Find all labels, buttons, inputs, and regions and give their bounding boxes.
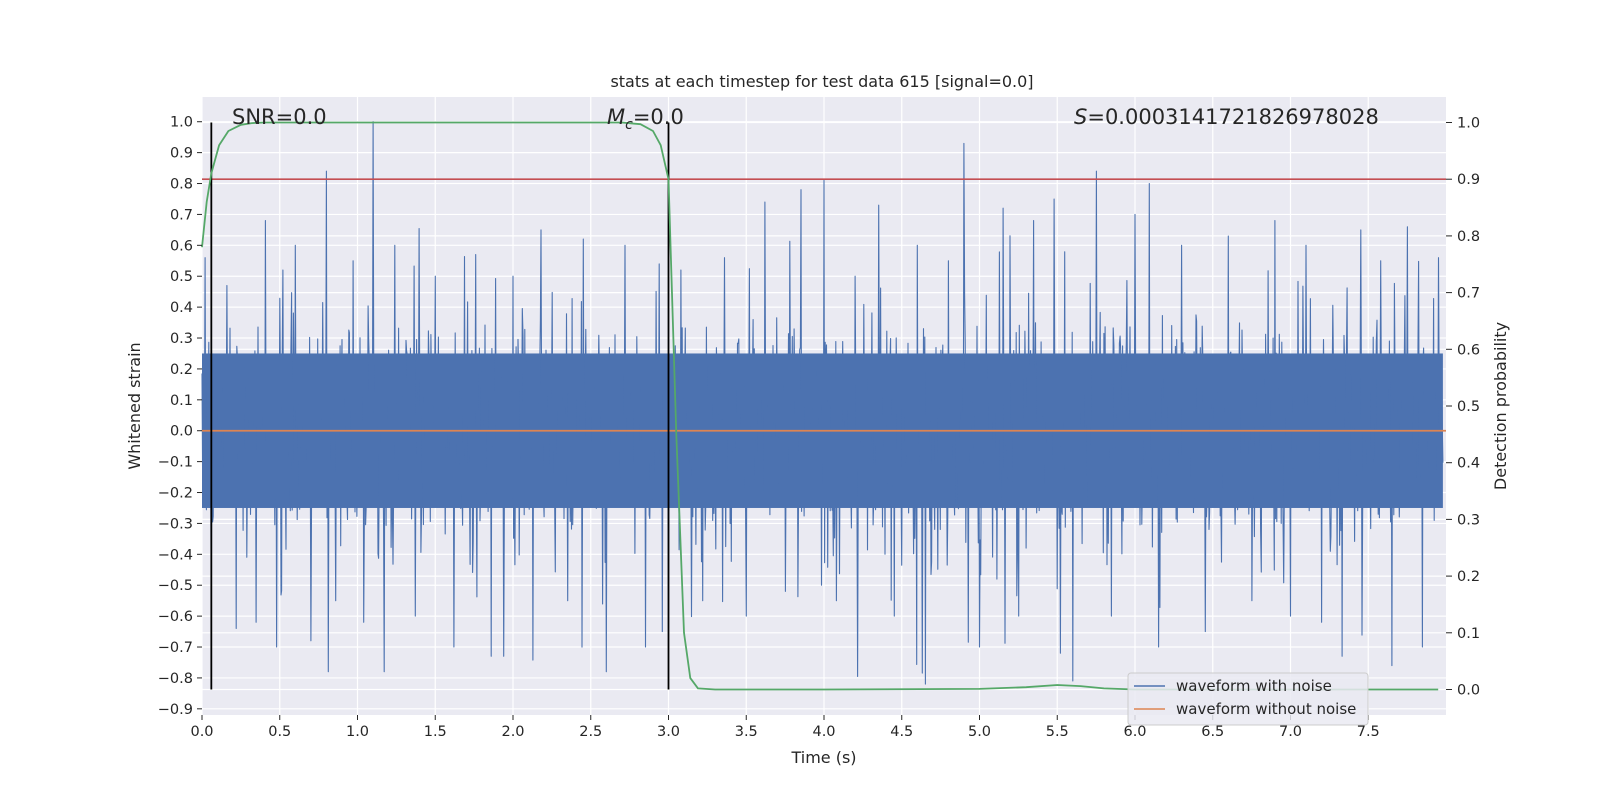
chart-title: stats at each timestep for test data 615…: [610, 72, 1033, 91]
y2-tick-label: 0.7: [1457, 286, 1480, 302]
y2-tick-label: 0.2: [1457, 569, 1480, 585]
detection-probability-line: [201, 121, 1439, 691]
chirp-mass-annotation: Mc=0.0: [607, 105, 684, 133]
y-tick-label: 0.3: [170, 331, 193, 347]
x-axis-ticks: 0.0 0.5 1.0 1.5 2.0 2.5 3.0 3.5 4.0 4.5 5.0 5.5 6.0 6…: [190, 715, 1380, 740]
y2-tick-label: 0.8: [1457, 229, 1480, 245]
x-tick-label: 3.0: [657, 724, 680, 740]
y-tick-label: −0.9: [158, 702, 193, 718]
x-tick-label: 1.5: [424, 724, 447, 740]
x-tick-label: 5.0: [968, 724, 991, 740]
y-tick-label: −0.7: [158, 640, 193, 656]
x-tick-label: 2.0: [501, 724, 524, 740]
y-tick-label: 0.4: [170, 300, 193, 316]
y-tick-label: −0.8: [158, 671, 193, 687]
x-tick-label: 1.0: [346, 724, 369, 740]
y2-tick-label: 0.1: [1457, 626, 1480, 642]
x-tick-label: 5.5: [1046, 724, 1069, 740]
annotations: SNR=0.0 Mc=0.0 S=0.0003141721826978028: [232, 105, 1379, 133]
vertical-markers: [210, 122, 670, 690]
y-tick-label: 0.7: [170, 207, 193, 223]
s-symbol: S: [1074, 105, 1087, 129]
legend: waveform with noise waveform without noi…: [1127, 672, 1369, 726]
x-tick-label: 7.0: [1279, 724, 1302, 740]
y-tick-label: 0.2: [170, 362, 193, 378]
chirp-mass-subscript: c: [625, 117, 633, 133]
y2-tick-label: 0.4: [1457, 456, 1480, 472]
chirp-mass-value: =0.0: [633, 105, 684, 129]
x-tick-label: 7.5: [1357, 724, 1380, 740]
y-tick-label: −0.3: [158, 516, 193, 532]
x-tick-label: 4.0: [812, 724, 835, 740]
y-tick-label: −0.6: [158, 609, 193, 625]
x-tick-label: 3.5: [735, 724, 758, 740]
y2-tick-label: 1.0: [1457, 116, 1480, 132]
x-tick-label: 0.5: [268, 724, 291, 740]
legend-label-waveform-with-noise: waveform with noise: [1176, 677, 1332, 695]
x-tick-label: 6.0: [1123, 724, 1146, 740]
x-tick-label: 6.5: [1201, 724, 1224, 740]
y2-axis-label: Detection probability: [1491, 322, 1510, 490]
y-tick-label: 0.1: [170, 393, 193, 409]
y-axis-label: Whitened strain: [125, 342, 144, 469]
y-tick-label: 0.8: [170, 177, 193, 193]
y-tick-label: −0.4: [158, 547, 193, 563]
y-tick-label: −0.2: [158, 486, 193, 502]
y-tick-label: 0.6: [170, 238, 193, 254]
legend-label-waveform-without-noise: waveform without noise: [1176, 700, 1356, 718]
plot-area: [201, 97, 1446, 715]
y-tick-label: 1.0: [170, 115, 193, 131]
y-tick-label: 0.9: [170, 146, 193, 162]
legend-box: [1127, 672, 1369, 726]
y2-axis-ticks: 1.0 0.9 0.8 0.7 0.6 0.5 0.4 0.3 0.2 0.1 0.0: [1446, 116, 1480, 698]
detection-probability-series: [201, 121, 1439, 691]
y2-tick-label: 0.0: [1457, 682, 1480, 698]
x-tick-label: 4.5: [890, 724, 913, 740]
s-annotation: S=0.0003141721826978028: [1074, 105, 1379, 129]
y2-tick-label: 0.5: [1457, 399, 1480, 415]
y2-tick-label: 0.3: [1457, 512, 1480, 528]
x-tick-label: 0.0: [190, 724, 213, 740]
chirp-mass-symbol: M: [607, 105, 625, 129]
snr-annotation: SNR=0.0: [232, 105, 327, 129]
waveform-with-noise-line: [201, 121, 1444, 685]
y2-tick-label: 0.6: [1457, 342, 1480, 358]
y-axis-ticks: 1.0 0.9 0.8 0.7 0.6 0.5 0.4 0.3 0.2 0.1 0.0 −0.1 −0.…: [158, 115, 202, 718]
y-tick-label: −0.5: [158, 578, 193, 594]
x-tick-label: 2.5: [579, 724, 602, 740]
y2-tick-label: 0.9: [1457, 172, 1480, 188]
s-value: =0.0003141721826978028: [1087, 105, 1379, 129]
x-axis-label: Time (s): [790, 748, 856, 767]
y-tick-label: 0.5: [170, 269, 193, 285]
y-tick-label: 0.0: [170, 424, 193, 440]
y-tick-label: −0.1: [158, 455, 193, 471]
